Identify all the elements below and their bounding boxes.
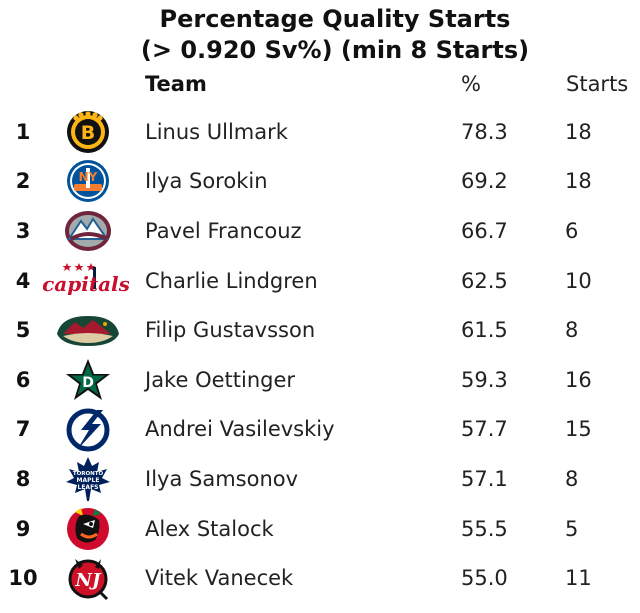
header-team: Team [145,72,207,96]
svg-text:D: D [82,375,94,391]
player-name: Filip Gustavsson [145,318,316,343]
svg-text:capitals: capitals [43,272,129,296]
boston-bruins-logo-icon: B [53,109,123,155]
table-row: 9 Alex Stalock 55.5 5 [0,504,640,554]
player-name: Linus Ullmark [145,119,288,144]
player-name: Andrei Vasilevskiy [145,417,335,442]
new-york-islanders-logo-icon: NY [53,158,123,204]
table-row: 10 NJ Vitek Vanecek 55.0 11 [0,553,640,603]
pct-value: 55.0 [461,566,508,591]
pct-value: 78.3 [461,119,508,144]
rank-label: 9 [15,516,31,541]
tampa-bay-lightning-logo-icon [53,406,123,452]
svg-text:TORONTO: TORONTO [73,471,104,477]
table-row: 8 TORONTO MAPLE LEAFS Ilya Samsonov 57.1… [0,454,640,504]
header-starts: Starts [566,72,629,96]
player-name: Ilya Sorokin [145,169,268,194]
starts-value: 18 [565,119,592,144]
starts-value: 16 [565,367,592,392]
rank-label: 2 [15,169,31,194]
rank-label: 4 [15,268,31,293]
svg-text:LEAFS: LEAFS [78,484,99,491]
pct-value: 61.5 [461,318,508,343]
chicago-blackhawks-logo-icon [53,506,123,552]
rank-label: 1 [15,119,31,144]
svg-text:NY: NY [79,170,98,184]
starts-value: 8 [565,318,579,343]
pct-value: 57.1 [461,466,508,491]
rank-label: 10 [8,566,38,591]
table-row: 6 D Jake Oettinger 59.3 16 [0,355,640,405]
dallas-stars-logo-icon: D [53,357,123,403]
washington-capitals-logo-icon: capitals [42,258,130,304]
table-row: 4 capitals Charlie Lindgren 62.5 10 [0,256,640,306]
player-name: Pavel Francouz [145,218,302,243]
rank-label: 6 [15,367,31,392]
svg-text:B: B [81,122,95,144]
player-name: Charlie Lindgren [145,268,318,293]
new-jersey-devils-logo-icon: NJ [53,555,123,601]
rank-label: 7 [15,417,31,442]
minnesota-wild-logo-icon [53,307,123,353]
svg-text:MAPLE: MAPLE [77,477,100,484]
starts-value: 15 [565,417,592,442]
colorado-avalanche-logo-icon [53,208,123,254]
pct-value: 57.7 [461,417,508,442]
pct-value: 59.3 [461,367,508,392]
player-name: Jake Oettinger [145,367,296,392]
chart-title-line2: (> 0.920 Sv%) (min 8 Starts) [140,36,530,64]
pct-value: 62.5 [461,268,508,293]
table-row: 3 Pavel Francouz 66.7 6 [0,206,640,256]
pct-value: 55.5 [461,516,508,541]
player-name: Vitek Vanecek [145,566,294,591]
starts-value: 8 [565,466,579,491]
toronto-maple-leafs-logo-icon: TORONTO MAPLE LEAFS [53,456,123,502]
player-name: Ilya Samsonov [145,466,299,491]
starts-value: 10 [565,268,592,293]
header-pct: % [461,72,481,96]
pct-value: 69.2 [461,169,508,194]
starts-value: 11 [565,566,592,591]
rank-label: 3 [15,218,31,243]
pct-value: 66.7 [461,218,508,243]
player-name: Alex Stalock [145,516,274,541]
rank-label: 5 [15,318,31,343]
svg-text:NJ: NJ [75,570,102,591]
starts-value: 5 [565,516,579,541]
table-row: 2 NY Ilya Sorokin 69.2 18 [0,157,640,207]
starts-value: 18 [565,169,592,194]
starts-value: 6 [565,218,579,243]
chart-title-line1: Percentage Quality Starts [159,5,511,33]
table-row: 1 B Linus Ullmark 78.3 18 [0,107,640,157]
rank-label: 8 [15,466,31,491]
table-row: 5 Filip Gustavsson 61.5 8 [0,305,640,355]
table-row: 7 Andrei Vasilevskiy 57.7 15 [0,405,640,455]
